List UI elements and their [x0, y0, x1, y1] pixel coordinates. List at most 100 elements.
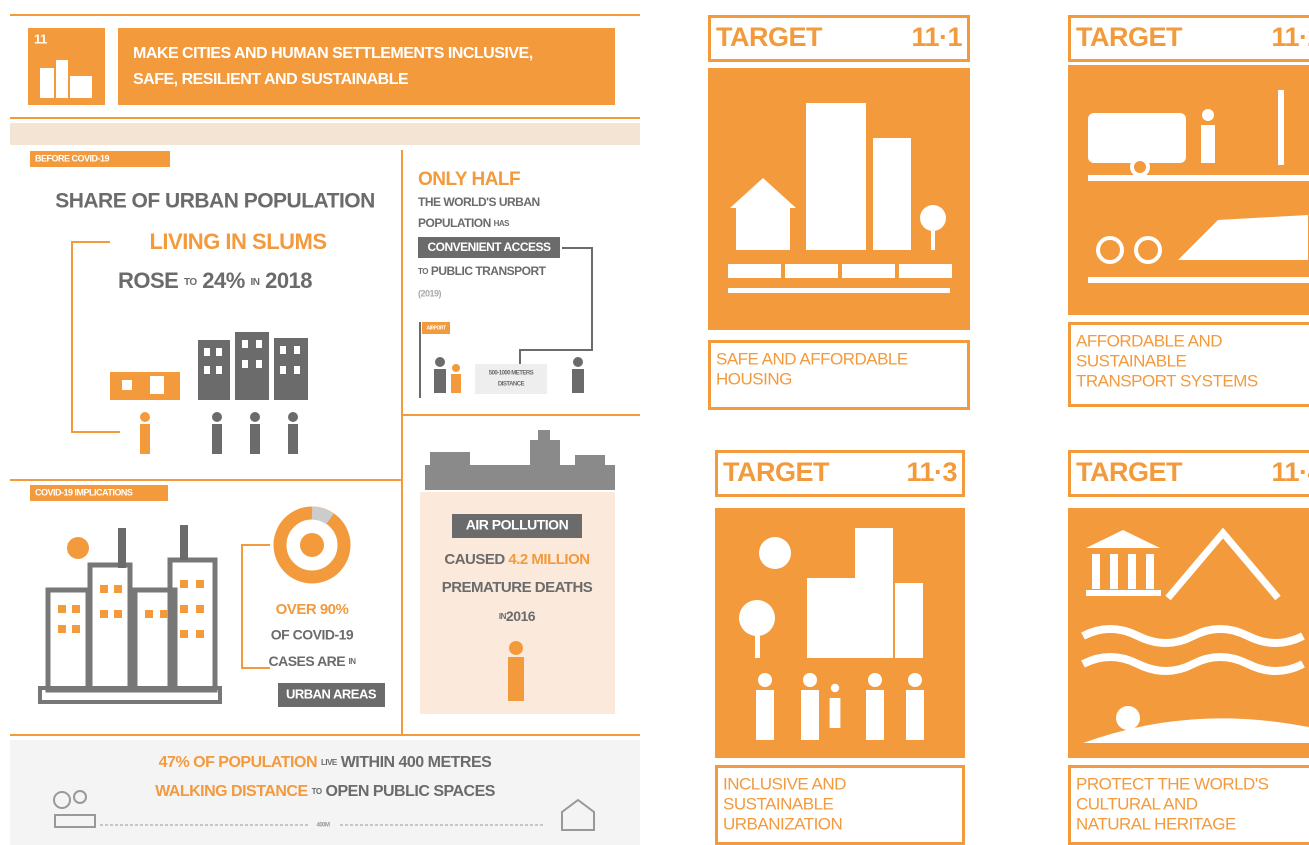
shape	[311, 506, 334, 525]
target-header	[1068, 15, 1309, 62]
icon	[1165, 527, 1281, 601]
icon	[1278, 90, 1284, 165]
icon	[728, 288, 950, 293]
icon	[868, 673, 882, 687]
shape	[250, 412, 260, 422]
target-title: SUSTAINABLE	[723, 794, 834, 813]
word: HAS	[494, 219, 511, 228]
highlight-text: AIR POLLUTION	[466, 517, 569, 533]
shape	[216, 348, 222, 356]
shape	[509, 641, 523, 655]
icon	[906, 690, 924, 740]
shape	[204, 348, 210, 356]
shape	[54, 814, 96, 828]
sign-text: AIRPORT	[427, 325, 446, 331]
shape	[100, 610, 108, 618]
icon	[1128, 554, 1136, 589]
word: CASES ARE	[268, 653, 345, 669]
icon	[1130, 157, 1150, 177]
section-tag	[30, 485, 168, 501]
icon	[755, 633, 760, 658]
shape	[45, 587, 91, 693]
word: TO	[418, 267, 428, 276]
shape	[235, 332, 269, 400]
shape	[280, 366, 286, 374]
word: 24%	[202, 268, 245, 293]
stat-text: SHARE OF URBAN POPULATION	[55, 190, 375, 213]
target-icon-panel	[1068, 65, 1309, 315]
target-header	[708, 15, 970, 62]
shape	[140, 412, 150, 422]
factory-icon	[425, 430, 615, 490]
header-box	[118, 28, 615, 105]
word: 4.2 MILLION	[508, 551, 589, 568]
shape	[242, 340, 248, 348]
shape	[256, 360, 262, 368]
shape	[451, 374, 461, 393]
shape	[216, 366, 222, 374]
shape	[67, 537, 89, 559]
icon	[842, 264, 895, 278]
stat-text: CAUSED 4.2 MILLION	[444, 551, 589, 568]
logo-number: 11	[34, 31, 47, 46]
shape	[572, 369, 584, 393]
shape	[425, 465, 615, 490]
shape	[180, 525, 188, 560]
icon	[1178, 215, 1308, 260]
shape	[73, 790, 87, 804]
header-title: SAFE, RESILIENT AND SUSTAINABLE	[133, 71, 409, 88]
shape	[56, 60, 68, 98]
icon	[1088, 175, 1309, 181]
icon	[785, 264, 838, 278]
hatch-band	[10, 123, 640, 145]
shape	[180, 580, 188, 588]
distance-text: 500-1000 METERS	[489, 371, 534, 377]
target-title: URBANIZATION	[723, 814, 842, 833]
icon	[1116, 706, 1140, 730]
shape	[294, 366, 300, 374]
highlight-box	[452, 514, 582, 538]
target-label: TARGET	[723, 457, 830, 487]
icon	[728, 264, 781, 278]
highlight-box	[418, 237, 560, 258]
icon	[801, 690, 819, 740]
shape	[70, 76, 92, 98]
stat-highlight: OVER 90%	[276, 601, 349, 618]
target-card: TARGET 11·2 AFFORDABLE ANDSUSTAINABLETRANS…	[1068, 15, 1309, 407]
shape	[114, 585, 122, 593]
target-label: TARGET	[1076, 457, 1183, 487]
shape	[575, 455, 605, 465]
shape	[294, 346, 300, 354]
stat-text: THE WORLD'S URBAN	[418, 195, 540, 209]
stat-highlight: ONLY HALF	[418, 169, 520, 190]
icon	[1088, 277, 1309, 283]
target-title: SAFE AND AFFORDABLE	[716, 349, 908, 368]
icon	[730, 178, 796, 208]
year-note: (2019)	[418, 288, 442, 298]
shape	[140, 424, 150, 454]
shape	[308, 819, 338, 831]
target-title-box	[715, 765, 965, 845]
target-title: AFFORDABLE AND	[1076, 331, 1222, 350]
target-number: 11·2	[1271, 22, 1309, 52]
word: IN	[250, 277, 259, 288]
target-number: 11·3	[906, 457, 957, 487]
shape	[72, 605, 80, 613]
word: TO	[184, 277, 197, 288]
shape	[573, 357, 583, 367]
shape	[150, 376, 164, 394]
word: 2018	[265, 268, 312, 293]
distance-text: DISTANCE	[498, 382, 525, 388]
icon	[1081, 653, 1305, 675]
word: WITHIN 400 METRES	[341, 754, 492, 771]
target-header	[1068, 450, 1309, 497]
slum-icon	[110, 372, 180, 400]
word: IN	[349, 657, 357, 666]
shape	[435, 357, 445, 367]
icon	[759, 537, 791, 569]
shape	[100, 585, 108, 593]
word: CAUSED	[444, 551, 505, 568]
shape	[196, 630, 204, 638]
target-title-box	[708, 340, 970, 410]
